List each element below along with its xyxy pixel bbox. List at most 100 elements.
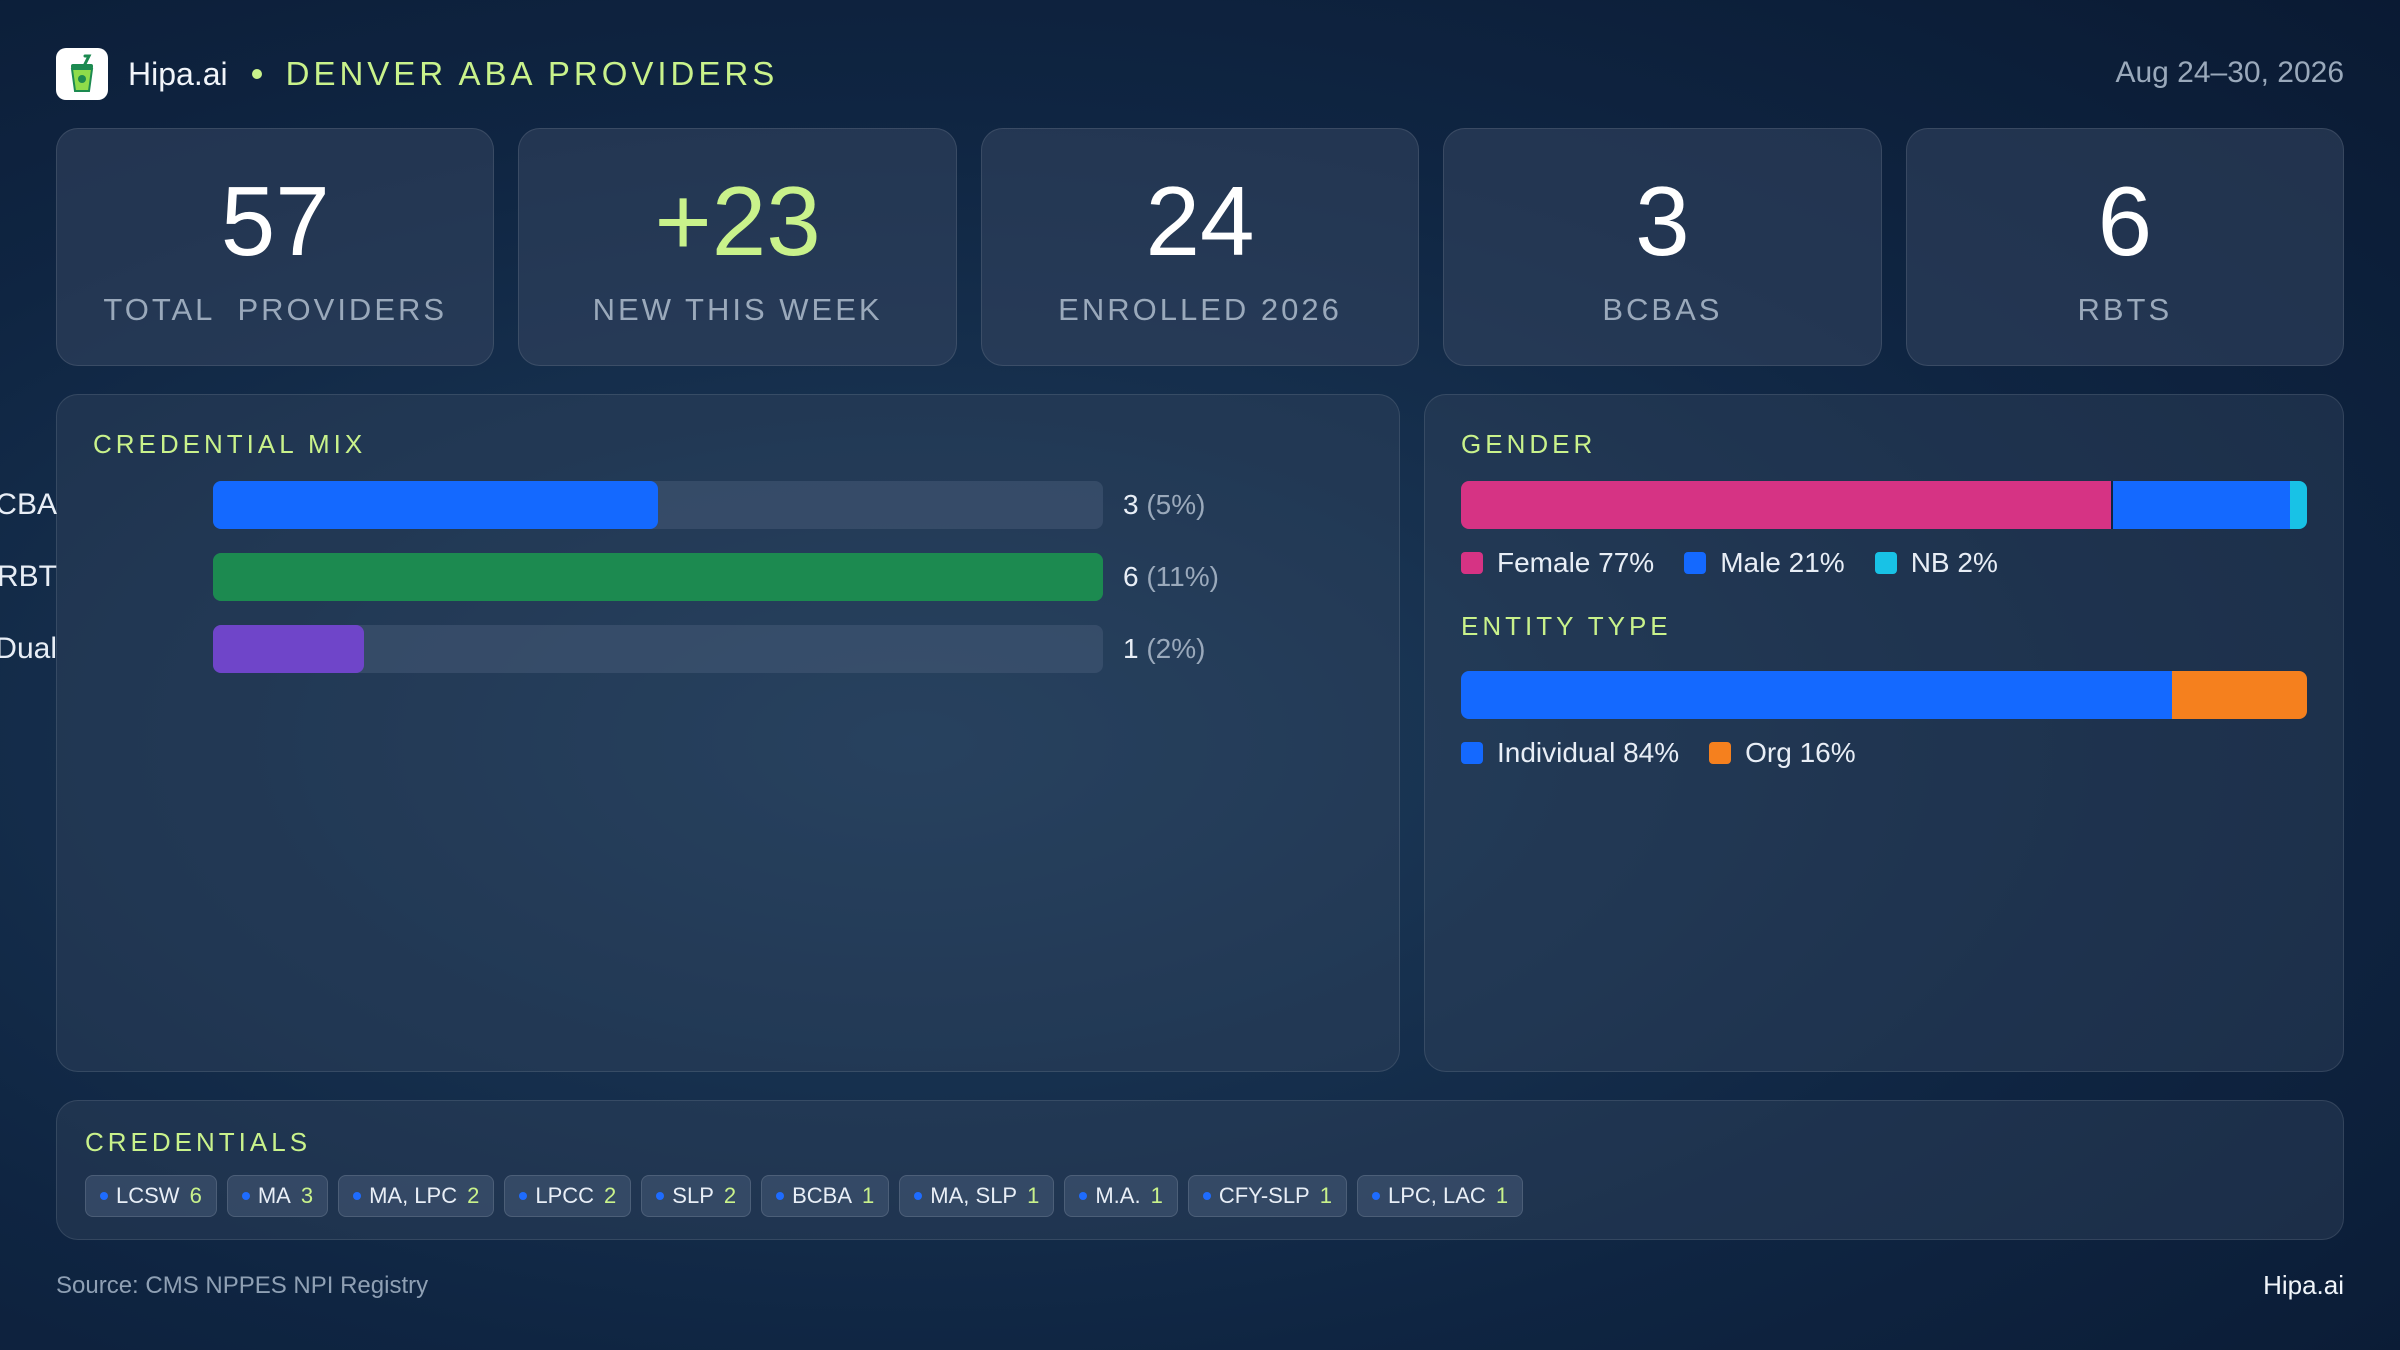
kpi-label: TOTAL PROVIDERS — [103, 292, 448, 327]
entity-segment-org — [2171, 671, 2307, 719]
mix-row-dual: Dual 1 (2%) — [0, 625, 1399, 673]
brand-name: Hipa.ai — [128, 55, 228, 92]
legend-item-org: Org 16% — [1709, 737, 1856, 769]
credential-chip[interactable]: SLP 2 — [641, 1175, 752, 1217]
legend-swatch — [1461, 742, 1483, 764]
chip-count: 3 — [300, 1183, 314, 1208]
legend-item-nb: NB 2% — [1874, 547, 1998, 579]
mix-pct: (11%) — [1146, 561, 1219, 592]
kpi-value: +23 — [654, 166, 821, 276]
chip-count: 2 — [723, 1183, 737, 1208]
credentials-panel: CREDENTIALS LCSW 6 MA 3 MA, LPC 2 LPCC 2 SLP… — [56, 1100, 2344, 1240]
mix-track — [213, 625, 1103, 673]
chip-name: LPC, LAC — [1387, 1183, 1486, 1208]
mix-bar-rbt — [213, 553, 1103, 601]
chip-count: 1 — [1319, 1183, 1332, 1208]
chip-dot — [776, 1192, 785, 1200]
entity-type-legend: Individual 84% Org 16% — [1461, 737, 1856, 769]
gender-bar — [1461, 481, 2307, 529]
cup-icon — [70, 54, 94, 92]
gender-segment-nb — [2290, 481, 2307, 529]
page-title: DENVER ABA PROVIDERS — [285, 55, 779, 92]
mix-value: 1 (2%) — [1123, 625, 1205, 673]
brand-logo — [56, 48, 108, 100]
kpi-row: 57 TOTAL PROVIDERS +23 NEW THIS WEEK 24 … — [56, 128, 2345, 366]
credential-chip[interactable]: MA, LPC 2 — [338, 1175, 495, 1217]
chip-name: MA, SLP — [930, 1183, 1018, 1208]
mix-row-bcba: BCBA 3 (5%) — [0, 481, 1399, 529]
chip-name: SLP — [672, 1183, 714, 1208]
kpi-value: 57 — [220, 166, 330, 276]
credential-chip[interactable]: BCBA 1 — [761, 1175, 890, 1217]
kpi-value: 6 — [2097, 166, 2153, 276]
credential-chip[interactable]: CFY-SLP 1 — [1187, 1175, 1347, 1217]
chip-name: MA, LPC — [369, 1183, 458, 1208]
demographics-panel: GENDER Female 77% Male 21% NB 2% ENTITY … — [1424, 394, 2344, 1072]
chip-count: 6 — [189, 1183, 202, 1208]
kpi-label: NEW THIS WEEK — [592, 292, 883, 327]
chip-name: CFY-SLP — [1218, 1183, 1310, 1208]
chip-name: BCBA — [792, 1183, 853, 1208]
mix-count: 6 — [1123, 561, 1139, 592]
kpi-label: ENROLLED 2026 — [1058, 292, 1342, 327]
panel-title: CREDENTIALS — [85, 1127, 312, 1157]
source-note: Source: CMS NPPES NPI Registry — [56, 1272, 429, 1299]
mix-count: 3 — [1123, 489, 1139, 520]
credential-chip[interactable]: MA 3 — [226, 1175, 329, 1217]
chip-count: 1 — [1027, 1183, 1040, 1208]
chip-dot — [656, 1192, 665, 1200]
legend-label: Male 21% — [1720, 547, 1845, 578]
footer-brand: Hipa.ai — [2263, 1270, 2344, 1300]
kpi-value: 3 — [1635, 166, 1690, 276]
mix-track — [213, 481, 1103, 529]
mix-pct: (5%) — [1146, 489, 1206, 520]
chip-count: 2 — [467, 1183, 480, 1208]
credential-mix-panel: CREDENTIAL MIX BCBA 3 (5%) RBT 6 (11%) D… — [0, 394, 1400, 1072]
chip-name: M.A. — [1095, 1183, 1141, 1208]
entity-type-title: ENTITY TYPE — [1461, 611, 1672, 641]
gender-segment-female — [1461, 481, 2111, 529]
credential-chip[interactable]: LCSW 6 — [85, 1175, 217, 1217]
panel-title: CREDENTIAL MIX — [93, 429, 367, 459]
kpi-rbts: 6 RBTS — [1905, 128, 2345, 366]
mix-track — [213, 553, 1103, 601]
credential-chip[interactable]: LPC, LAC 1 — [1356, 1175, 1524, 1217]
mix-bar-bcba — [213, 481, 658, 529]
kpi-bcbas: 3 BCBAS — [1443, 128, 1882, 366]
mix-pct: (2%) — [1146, 633, 1206, 664]
mix-value: 3 (5%) — [1123, 481, 1205, 529]
chip-name: LPCC — [535, 1183, 595, 1208]
legend-label: NB 2% — [1910, 547, 1998, 578]
mix-label: BCBA — [0, 488, 57, 521]
chip-count: 2 — [604, 1183, 617, 1208]
chip-name: LCSW — [116, 1183, 180, 1208]
mix-label: RBT — [0, 560, 57, 593]
kpi-total-providers: 57 TOTAL PROVIDERS — [56, 128, 495, 366]
chip-dot — [100, 1192, 108, 1200]
chip-name: MA — [257, 1183, 291, 1208]
legend-label: Individual 84% — [1497, 737, 1680, 768]
kpi-label: BCBAS — [1602, 292, 1723, 327]
chip-dot — [519, 1192, 528, 1200]
mix-value: 6 (11%) — [1123, 553, 1219, 601]
date-range: Aug 24–30, 2026 — [2115, 56, 2344, 89]
entity-segment-individual — [1461, 671, 2172, 719]
chip-dot — [353, 1192, 362, 1200]
credential-chip[interactable]: MA, SLP 1 — [899, 1175, 1055, 1217]
chip-dot — [914, 1192, 923, 1200]
mix-bar-dual — [213, 625, 365, 673]
kpi-new-this-week: +23 NEW THIS WEEK — [518, 128, 957, 366]
chip-count: 1 — [1150, 1183, 1163, 1208]
legend-swatch — [1461, 552, 1483, 574]
legend-item-female: Female 77% — [1461, 547, 1654, 579]
credential-chip[interactable]: LPCC 2 — [504, 1175, 632, 1217]
mix-row-rbt: RBT 6 (11%) — [0, 553, 1399, 601]
credential-chip[interactable]: M.A. 1 — [1064, 1175, 1178, 1217]
mix-count: 1 — [1123, 633, 1139, 664]
kpi-value: 24 — [1145, 166, 1255, 276]
legend-label: Org 16% — [1745, 737, 1856, 768]
legend-swatch — [1709, 742, 1732, 764]
chip-dot — [1079, 1192, 1088, 1200]
credential-chips: LCSW 6 MA 3 MA, LPC 2 LPCC 2 SLP 2 BCBA 1 MA, … — [85, 1175, 1524, 1217]
legend-swatch — [1874, 552, 1897, 574]
